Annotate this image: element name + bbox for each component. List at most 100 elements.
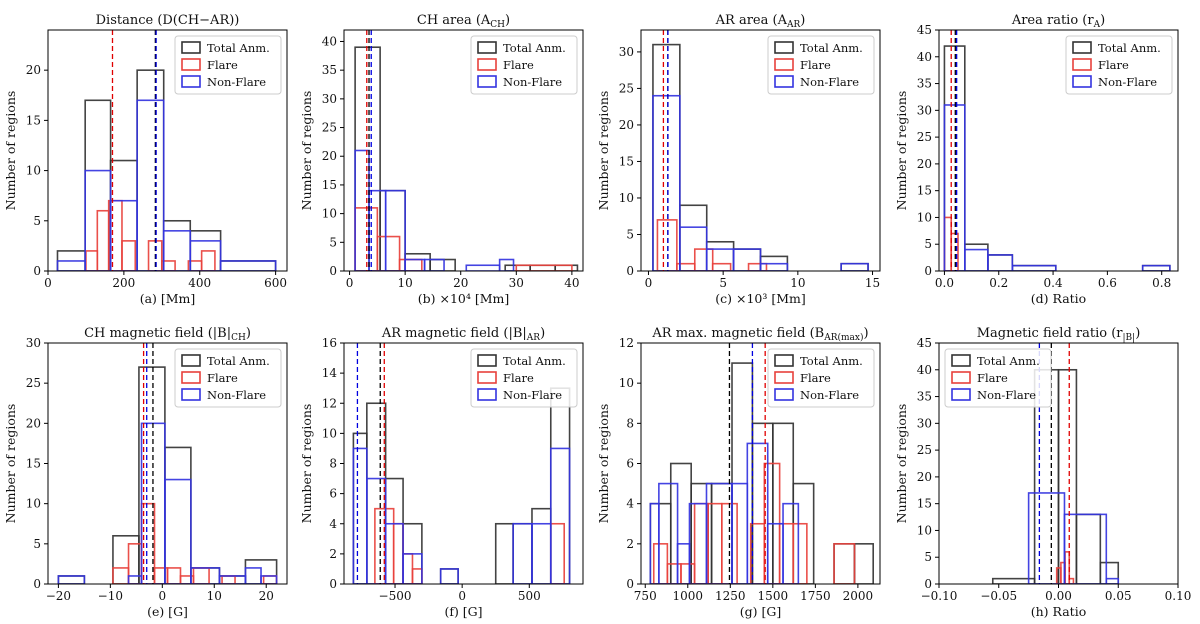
legend-box	[470, 348, 578, 408]
y-tick-label: 30	[26, 336, 41, 350]
legend-box	[767, 35, 875, 95]
hist-bar-non-flare	[384, 189, 406, 271]
hist-bar-non-flare	[162, 230, 192, 271]
y-tick-label: 5	[33, 214, 41, 228]
hist-bar-non-flare	[218, 575, 247, 584]
y-tick-label: 4	[626, 497, 634, 511]
hist-bar-non-flare	[732, 248, 762, 271]
hist-bar-total-anm-	[112, 534, 140, 584]
y-tick-label: 40	[322, 34, 337, 48]
y-tick-label: 15	[619, 154, 634, 168]
hist-bar-total-anm-	[190, 567, 221, 584]
hist-bar-non-flare	[731, 482, 749, 584]
y-tick-label: 35	[917, 77, 932, 91]
legend-swatch	[477, 58, 497, 71]
hist-bar-total-anm-	[731, 362, 754, 584]
legend-label: Flare	[800, 58, 831, 72]
x-axis-label: (c) ×10³ [Mm]	[715, 291, 806, 306]
legend: Total Anm. Flare Non-Flare	[944, 348, 1052, 408]
legend: Total Anm. Flare Non-Flare	[767, 348, 875, 408]
legend-label: Flare	[1098, 58, 1129, 72]
panel-3: 0 5 10 15 0 5 10 15 20 25 30 (c) ×10³ [Mm] Number of…	[596, 13, 881, 306]
legend-swatch	[774, 354, 794, 367]
x-tick-label: −10	[98, 589, 123, 603]
hist-bar-flare	[96, 209, 110, 271]
hist-bar-total-anm-	[1141, 264, 1171, 271]
legend-label: Total Anm.	[207, 41, 270, 55]
hist-bar-flare	[666, 563, 682, 584]
y-tick-label: 15	[26, 113, 41, 127]
legend-swatch	[1072, 75, 1092, 88]
x-tick-label: 0	[158, 589, 166, 603]
hist-bar-non-flare	[260, 575, 278, 584]
x-axis-label: (a) [Mm]	[140, 291, 196, 306]
legend-label: Flare	[503, 371, 534, 385]
hist-bar-total-anm-	[352, 432, 368, 584]
x-tick-label: 10	[397, 276, 412, 290]
legend-swatch	[774, 75, 794, 88]
hist-bar-total-anm-	[1011, 264, 1057, 271]
legend-box	[174, 348, 282, 408]
x-tick-label: 10	[207, 589, 222, 603]
hist-bar-flare	[707, 502, 723, 584]
hist-bar-total-anm-	[354, 46, 381, 271]
y-tick-label: 10	[619, 191, 634, 205]
hist-bar-total-anm-	[554, 264, 579, 271]
y-tick-label: 6	[329, 487, 337, 501]
hist-bar-flare	[833, 543, 856, 584]
x-tick-label: 20	[259, 589, 274, 603]
panel-title: Distance (D(CH−AR))	[96, 13, 240, 28]
x-tick-label: 0.2	[989, 276, 1008, 290]
x-tick-label: 0.05	[1105, 589, 1132, 603]
hist-bar-non-flare	[987, 254, 1014, 271]
hist-bar-non-flare	[439, 568, 459, 584]
legend-label: Flare	[207, 371, 238, 385]
panel-title: AR max. magnetic field (BAR(max))	[651, 326, 868, 343]
hist-bar-non-flare	[658, 482, 679, 584]
hist-bar-non-flare	[244, 567, 262, 584]
hist-bar-flare	[652, 543, 669, 584]
hist-bar-non-flare	[219, 260, 277, 271]
x-tick-label: 0.8	[1152, 276, 1171, 290]
hist-bar-non-flare	[1105, 577, 1120, 584]
y-tick-label: 45	[917, 336, 932, 350]
hist-bar-flare	[398, 258, 423, 271]
panel-title: AR area (AAR)	[715, 13, 806, 30]
y-tick-label: 30	[322, 92, 337, 106]
hist-bar-non-flare	[136, 99, 165, 271]
hist-bar-total-anm-	[504, 264, 531, 271]
y-tick-label: 5	[924, 237, 932, 251]
legend-label: Total Anm.	[1098, 41, 1161, 55]
legend-label: Non-Flare	[503, 388, 562, 402]
legend-label: Total Anm.	[503, 354, 566, 368]
x-tick-label: 30	[509, 276, 524, 290]
legend-swatch	[477, 41, 497, 54]
y-tick-label: 0	[33, 264, 41, 278]
y-tick-label: 10	[917, 523, 932, 537]
y-tick-label: 30	[917, 103, 932, 117]
hist-bar-flare	[549, 522, 566, 584]
hist-bar-total-anm-	[840, 262, 869, 271]
hist-bar-total-anm-	[1057, 368, 1078, 584]
legend-label: Flare	[503, 58, 534, 72]
hist-bar-non-flare	[423, 258, 445, 271]
legend-label: Total Anm.	[800, 41, 863, 55]
hist-bar-total-anm-	[164, 446, 192, 584]
hist-bar-total-anm-	[964, 243, 989, 271]
legend-box	[174, 35, 282, 95]
panel-title: Magnetic field ratio (r|B|)	[977, 326, 1141, 343]
y-tick-label: 30	[917, 416, 932, 430]
x-tick-label: 0	[458, 589, 466, 603]
x-tick-label: 0.6	[1098, 276, 1117, 290]
legend-swatch	[477, 371, 497, 384]
x-tick-label: 0.4	[1044, 276, 1063, 290]
hist-bar-total-anm-	[57, 575, 86, 584]
y-tick-label: 8	[626, 416, 634, 430]
legend-swatch	[181, 75, 201, 88]
legend-swatch	[774, 371, 794, 384]
legend-box	[1065, 35, 1173, 95]
x-tick-label: 5	[719, 276, 727, 290]
x-tick-label: 10	[790, 276, 805, 290]
y-tick-label: 0	[329, 577, 337, 591]
axes-frame	[343, 29, 584, 272]
